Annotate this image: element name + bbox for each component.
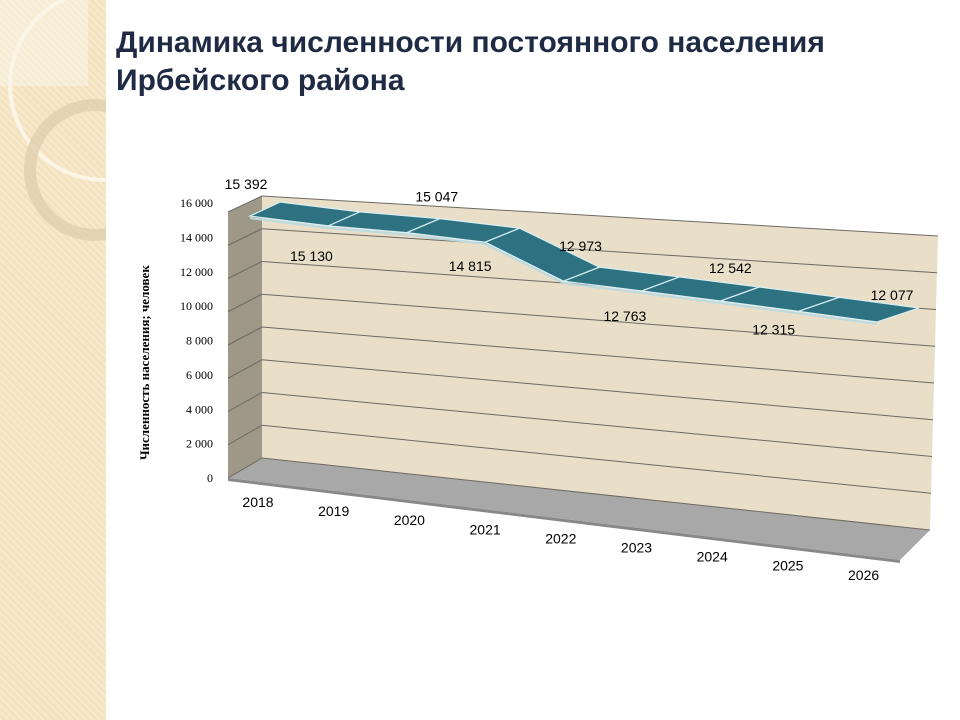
y-tick-label: 10 000: [180, 299, 213, 313]
y-tick-label: 12 000: [180, 265, 213, 279]
gridline: [261, 424, 932, 494]
data-label: 12 077: [871, 287, 914, 303]
side-gridline: [227, 326, 263, 346]
data-label: 15 047: [415, 189, 458, 205]
x-tick-label: 2024: [697, 549, 728, 565]
ribbon-edge: [328, 226, 407, 236]
side-gridline: [227, 359, 263, 379]
title-line-2: Ирбейского района: [116, 64, 405, 97]
side-wall: [228, 196, 262, 478]
side-gridline: [227, 424, 263, 446]
y-tick-label: 8 000: [186, 334, 213, 348]
decorative-rings: [0, 0, 106, 241]
y-tick-label: 2 000: [186, 437, 213, 451]
floor: [228, 458, 930, 560]
side-gridline: [227, 457, 263, 479]
gridline: [261, 392, 933, 457]
y-tick-label: 0: [207, 471, 213, 485]
side-gridline: [227, 392, 263, 412]
data-label: 12 315: [752, 321, 795, 337]
data-label: 12 763: [603, 308, 646, 324]
gridline: [261, 457, 931, 531]
data-label: 12 542: [709, 260, 752, 276]
data-label: 14 815: [449, 258, 492, 274]
gridline: [261, 195, 939, 237]
y-tick-label: 14 000: [180, 230, 213, 244]
ribbon-edge: [720, 302, 799, 315]
x-tick-label: 2021: [470, 521, 501, 537]
data-label: 15 392: [225, 176, 268, 192]
data-label: 15 130: [290, 248, 333, 264]
x-tick-label: 2026: [848, 567, 879, 583]
x-tick-label: 2025: [772, 558, 803, 574]
y-tick-label: 16 000: [180, 196, 213, 210]
y-tick-label: 4 000: [186, 402, 213, 416]
x-tick-label: 2019: [318, 503, 349, 519]
side-gridline: [227, 293, 263, 313]
side-gridline: [227, 261, 263, 279]
title-line-1: Динамика численности постоянного населен…: [116, 26, 825, 59]
ribbon-edge: [563, 282, 642, 294]
ribbon-edge: [641, 291, 721, 305]
ribbon-edge: [798, 312, 878, 325]
gridline: [261, 326, 935, 384]
y-axis-label: Численность населения; человек: [137, 265, 152, 460]
gridline: [261, 293, 936, 347]
floor-front: [228, 478, 900, 563]
gridline: [261, 228, 938, 274]
ribbon-edge: [406, 233, 486, 246]
data-label: 12 973: [559, 238, 602, 254]
side-gridline: [227, 195, 263, 213]
x-tick-label: 2020: [394, 512, 425, 528]
x-tick-label: 2018: [242, 494, 273, 510]
ribbon-segment: [798, 296, 920, 323]
side-gridline: [227, 228, 263, 246]
back-wall: [262, 196, 938, 530]
y-tick-label: 6 000: [186, 368, 213, 382]
decorative-sidebar: [0, 0, 106, 720]
gridline: [261, 359, 934, 421]
x-tick-label: 2023: [621, 540, 652, 556]
x-tick-label: 2022: [545, 530, 576, 546]
ribbon-edge: [484, 243, 564, 285]
page-title: Динамика численности постоянного населен…: [116, 24, 825, 100]
ribbon-edge: [249, 217, 329, 229]
